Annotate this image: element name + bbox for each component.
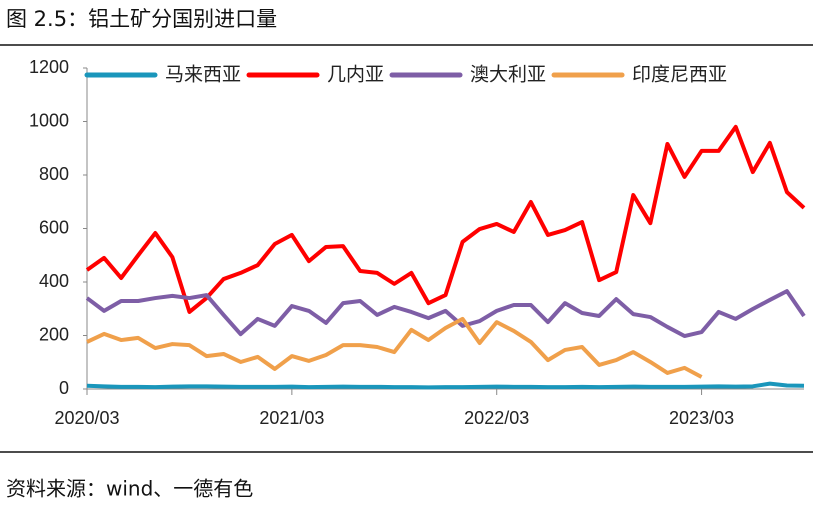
source: 资料来源：wind、一德有色 xyxy=(6,477,253,501)
x-tick-label: 2021/03 xyxy=(259,408,324,428)
y-tick-label: 800 xyxy=(39,164,69,184)
series-line xyxy=(85,124,806,314)
legend-label: 印度尼西亚 xyxy=(632,64,727,86)
x-tick-label: 2023/03 xyxy=(669,408,734,428)
legend-label: 马来西亚 xyxy=(165,64,241,86)
y-tick-label: 200 xyxy=(39,324,69,344)
series-line xyxy=(86,381,805,390)
y-tick-label: 0 xyxy=(59,378,69,398)
title: 图 2.5：铝土矿分国别进口量 xyxy=(6,7,277,31)
series-line xyxy=(85,289,806,339)
x-tick-label: 2022/03 xyxy=(464,408,529,428)
legend-label: 澳大利亚 xyxy=(470,64,546,86)
y-tick-label: 400 xyxy=(39,271,69,291)
y-tick-label: 1200 xyxy=(29,57,69,77)
y-tick-label: 1000 xyxy=(29,110,69,130)
legend-label: 几内亚 xyxy=(327,64,384,86)
series-line xyxy=(86,316,703,379)
x-tick-label: 2020/03 xyxy=(54,408,119,428)
y-tick-label: 600 xyxy=(39,217,69,237)
